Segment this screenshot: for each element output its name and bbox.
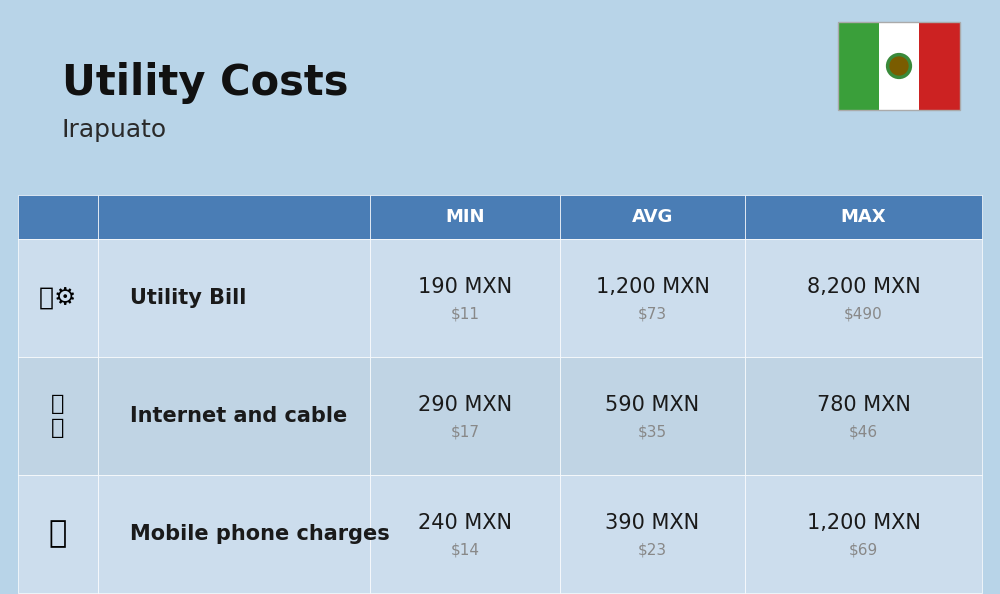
Text: $69: $69: [849, 542, 878, 558]
Text: Utility Costs: Utility Costs: [62, 62, 349, 104]
Text: 190 MXN: 190 MXN: [418, 277, 512, 297]
Bar: [745, 357, 982, 475]
Text: 1,200 MXN: 1,200 MXN: [807, 513, 920, 533]
Bar: [560, 195, 745, 239]
Bar: [18, 475, 98, 593]
Text: $46: $46: [849, 425, 878, 440]
Text: Irapuato: Irapuato: [62, 118, 167, 142]
Bar: [18, 239, 98, 357]
Bar: [98, 475, 370, 593]
Text: $14: $14: [450, 542, 480, 558]
Bar: [18, 357, 98, 475]
Bar: [919, 22, 960, 110]
Bar: [370, 195, 560, 239]
Bar: [98, 195, 370, 239]
Text: 📶
🖨: 📶 🖨: [51, 394, 65, 438]
Bar: [745, 195, 982, 239]
Bar: [370, 475, 560, 593]
Text: 780 MXN: 780 MXN: [817, 395, 910, 415]
Bar: [560, 357, 745, 475]
Text: Utility Bill: Utility Bill: [130, 288, 246, 308]
Text: 8,200 MXN: 8,200 MXN: [807, 277, 920, 297]
Bar: [745, 475, 982, 593]
Text: MIN: MIN: [445, 208, 485, 226]
Bar: [98, 357, 370, 475]
Text: $73: $73: [638, 307, 667, 321]
Bar: [560, 475, 745, 593]
Bar: [560, 239, 745, 357]
Text: AVG: AVG: [632, 208, 673, 226]
Text: Mobile phone charges: Mobile phone charges: [130, 524, 390, 544]
Text: MAX: MAX: [841, 208, 886, 226]
Text: 240 MXN: 240 MXN: [418, 513, 512, 533]
Bar: [745, 239, 982, 357]
Circle shape: [888, 55, 910, 77]
Text: $35: $35: [638, 425, 667, 440]
Text: 290 MXN: 290 MXN: [418, 395, 512, 415]
Bar: [879, 22, 919, 110]
Bar: [370, 357, 560, 475]
Text: Internet and cable: Internet and cable: [130, 406, 347, 426]
Text: 📱: 📱: [49, 520, 67, 548]
Bar: [838, 22, 960, 110]
Text: $17: $17: [450, 425, 480, 440]
Text: 🔌⚙️: 🔌⚙️: [39, 286, 77, 310]
Bar: [98, 239, 370, 357]
Bar: [370, 239, 560, 357]
Text: $11: $11: [450, 307, 480, 321]
Text: 390 MXN: 390 MXN: [605, 513, 700, 533]
Text: 1,200 MXN: 1,200 MXN: [596, 277, 709, 297]
Text: $490: $490: [844, 307, 883, 321]
Text: $23: $23: [638, 542, 667, 558]
Bar: [838, 22, 879, 110]
Text: 590 MXN: 590 MXN: [605, 395, 700, 415]
Bar: [18, 195, 98, 239]
